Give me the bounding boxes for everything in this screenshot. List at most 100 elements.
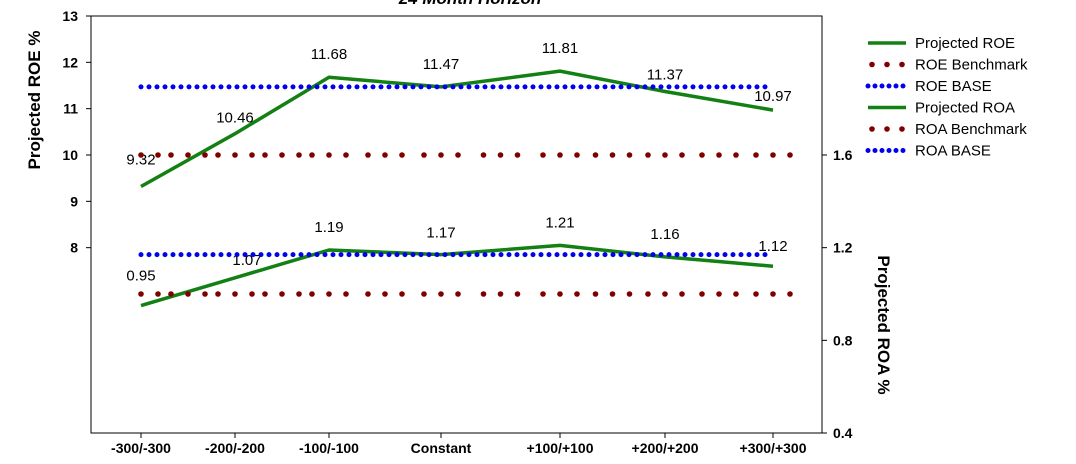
roe-benchmark-dot [480,152,487,158]
right-tick-label: 0.4 [833,425,853,441]
roa-benchmark-dot [574,291,580,297]
right-tick-label: 0.8 [833,332,853,348]
roa-benchmark-dot [787,291,793,297]
roa-benchmark-dot [662,291,668,297]
roe-benchmark-dot [733,152,739,158]
roe-benchmark-dot [592,152,599,158]
roe-benchmark-dot [699,152,705,158]
projected-roa-data-label: 1.19 [314,219,343,236]
roa-benchmark-dot [733,291,739,297]
roe-benchmark-dot [262,152,268,158]
roe-benchmark-dot [770,152,776,158]
projected-roe-data-label: 11.68 [311,46,347,63]
chart-marks: 9.32 10.46 11.68 11.47 11.81 11.37 10.97 0.95 1.… [126,40,793,308]
roe-benchmark-dot [343,152,349,158]
roe-benchmark-dot [626,152,633,158]
right-tick-label: 1.6 [833,147,853,163]
roe-benchmark-dot [202,152,208,158]
roa-benchmark-dot [716,291,722,297]
roe-benchmark-dot [168,152,174,158]
roa-benchmark-dot [262,291,268,297]
roa-benchmark-dot [185,291,191,297]
roe-benchmark-dot [557,152,563,158]
roa-benchmark-dot [699,291,705,297]
plot-frame [90,15,823,434]
legend-swatch-roe-benchmark [899,61,905,68]
projected-roa-data-label: 0.95 [126,268,155,285]
roa-benchmark-dot [679,291,685,297]
roe-benchmark-dot [574,152,580,158]
projected-roa-line [140,243,774,308]
roa-benchmark-dot [540,291,546,297]
x-tick-label: -200/-200 [205,440,265,456]
legend: Projected ROE ROE Benchmark ROE BASE Projec… [865,35,1028,160]
roa-benchmark-dot [279,291,285,297]
roa-benchmark-dot [296,291,302,297]
left-tick-label: 10 [62,147,78,163]
roa-benchmark-dot [753,291,759,297]
roe-benchmark-dot [455,152,461,158]
projected-roa-data-label: 1.21 [545,214,574,231]
left-tick-label: 11 [63,101,78,117]
roa-benchmark-dot [382,291,388,297]
roa-benchmark-dot [497,291,504,297]
roe-benchmark-dot [138,152,144,158]
axes: 24 Month Horizon 13 12 11 10 9 8 1.6 1.2 0.8 0.4 -3… [25,0,893,456]
x-tick-label: +300/+300 [740,440,807,456]
roe-benchmark-dot [438,152,444,158]
legend-label-projected-roe: Projected ROE [915,35,1015,52]
roe-benchmark-dot [716,152,722,158]
legend-swatch-roa-benchmark [884,126,890,132]
roa-benchmark-dot [480,291,487,297]
roa-benchmark-dot [438,291,444,297]
roa-benchmark-dot [202,291,208,297]
roa-benchmark-dot [399,291,405,297]
roe-benchmark-dot [326,152,332,158]
x-tick-label: -100/-100 [299,440,359,456]
roa-benchmark-dot [626,291,633,297]
roe-benchmark-dot [382,152,388,158]
roa-benchmark-dot [232,291,238,297]
roa-benchmark-dot [455,291,461,297]
roe-benchmark-dot [279,152,285,158]
legend-label-roe-base: ROE BASE [915,78,992,95]
roa-benchmark-dot [365,291,371,297]
roa-benchmark-dot [215,291,221,297]
legend-swatch-roe-benchmark [869,61,875,68]
roa-benchmark-dot [155,291,161,297]
roa-benchmark-dot [645,291,651,297]
projected-roe-data-label: 10.97 [754,88,792,105]
projected-roe-data-label: 11.47 [423,56,459,73]
roa-benchmark-dot [514,291,521,297]
roe-benchmark-dot [787,152,793,158]
roa-benchmark-dot [770,291,776,297]
roe-benchmark-dot [155,152,161,158]
legend-label-roa-benchmark: ROA Benchmark [915,121,1027,138]
left-tick-label: 12 [62,54,78,70]
roe-benchmark-dot [296,152,302,158]
legend-label-projected-roa: Projected ROA [915,100,1015,117]
roa-benchmark-dot [309,291,315,297]
projected-roe-line [140,69,774,189]
legend-swatch-roa-benchmark [869,126,875,132]
projected-roe-data-label: 11.81 [542,40,578,57]
roa-benchmark-dot [609,291,616,297]
projected-roa-data-label: 1.16 [650,226,679,243]
roa-benchmark-dot [168,291,174,297]
legend-swatch-roe-benchmark [884,61,890,68]
legend-label-roe-benchmark: ROE Benchmark [915,57,1028,74]
roe-benchmark-dot [514,152,521,158]
roe-benchmark-dot [365,152,371,158]
legend-label-roa-base: ROA BASE [915,143,991,160]
right-tick-label: 1.2 [833,240,853,256]
roe-benchmark-dot [421,152,427,158]
roe-benchmark-dot [215,152,221,158]
roe-benchmark-dot [497,152,504,158]
legend-swatch-roa-benchmark [899,126,905,132]
roe-benchmark-dot [540,152,546,158]
projected-roe-data-label: 11.37 [647,67,683,84]
roa-benchmark-dot [249,291,255,297]
projected-roe-data-label: 9.32 [126,152,155,169]
left-tick-label: 13 [62,8,78,24]
